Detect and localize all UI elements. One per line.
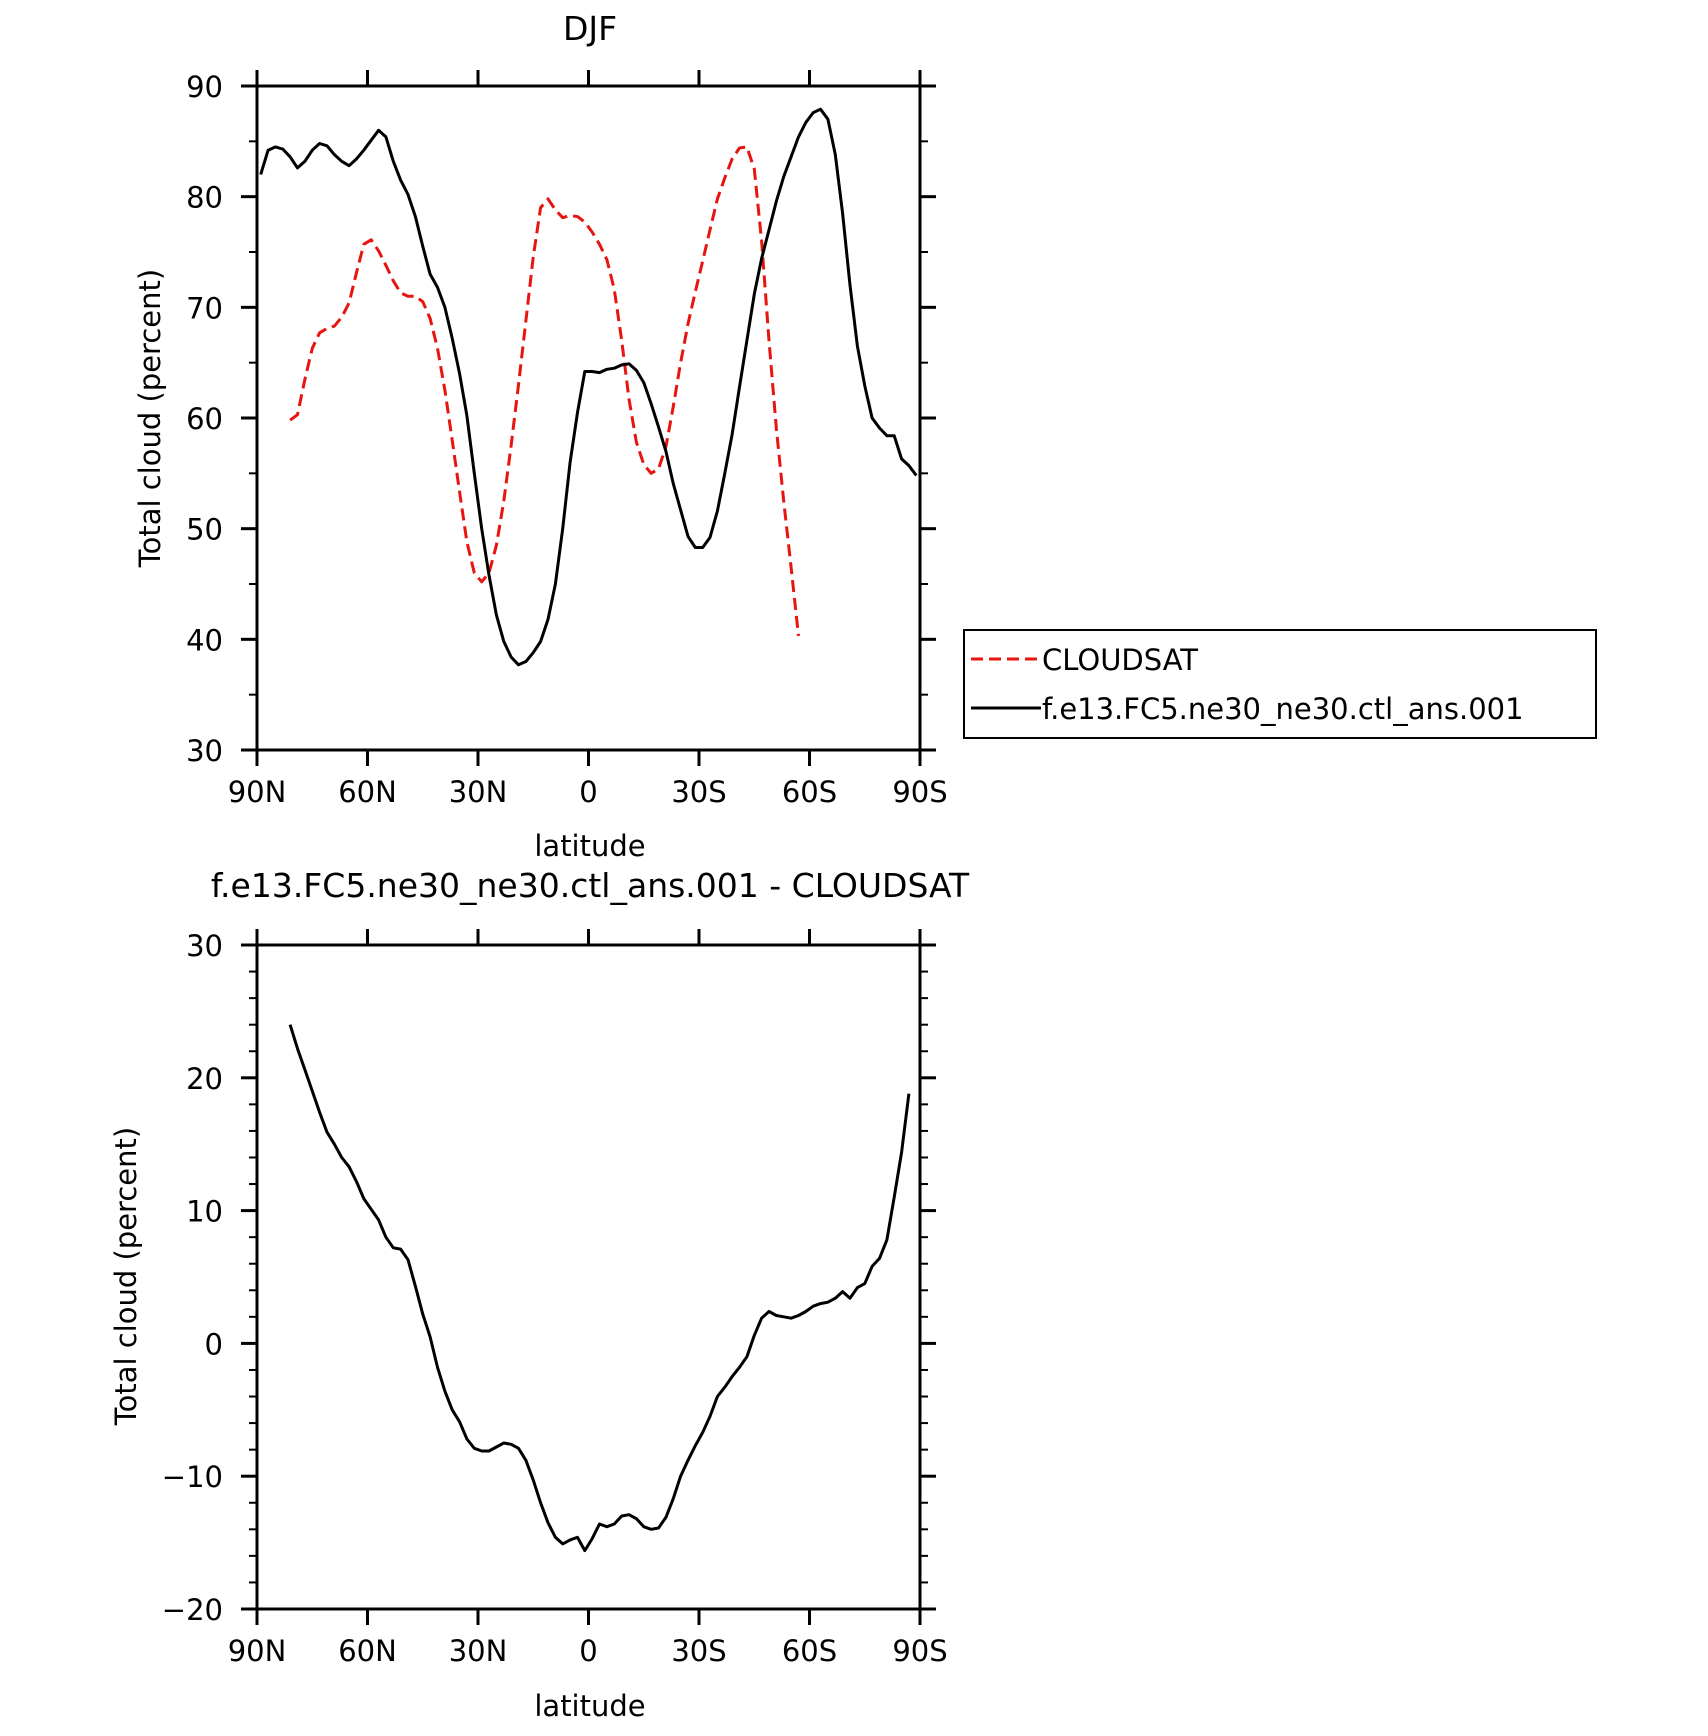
series-group-top xyxy=(259,107,918,667)
legend-label-cloudsat: CLOUDSAT xyxy=(1042,643,1198,677)
x-tick-label: 60N xyxy=(338,1634,397,1668)
x-tick-label: 90N xyxy=(228,1634,287,1668)
y-axis-label-bottom: Total cloud (percent) xyxy=(109,1127,143,1426)
y-tick-label: 60 xyxy=(186,402,223,436)
x-axis-label-bottom: latitude xyxy=(534,1689,645,1723)
x-tick-label: 30S xyxy=(671,1634,726,1668)
x-tick-label: 0 xyxy=(579,775,597,809)
y-tick-label: 30 xyxy=(186,929,223,963)
y-tick-label: −10 xyxy=(162,1460,223,1494)
x-tick-label: 30N xyxy=(449,775,508,809)
x-tick-label: 30S xyxy=(671,775,726,809)
x-axis-bottom: 90N 60N 30N 0 30S 60S 90S xyxy=(228,929,948,1668)
series-line-bottom-0 xyxy=(288,1024,911,1553)
legend-label-model: f.e13.FC5.ne30_ne30.ctl_ans.001 xyxy=(1042,692,1524,726)
legend: CLOUDSAT f.e13.FC5.ne30_ne30.ctl_ans.001 xyxy=(963,629,1597,739)
x-tick-label: 60S xyxy=(782,1634,837,1668)
series-line-top-0 xyxy=(289,145,800,637)
x-tick-label: 30N xyxy=(449,1634,508,1668)
y-tick-label: 70 xyxy=(186,291,223,325)
x-tick-label: 60N xyxy=(338,775,397,809)
chart-panel-top: DJF 30 40 50 60 70 80 90 90N 60N 30N 0 30S 60S 90S l… xyxy=(133,9,1597,863)
legend-box xyxy=(963,629,1597,739)
y-tick-label: 20 xyxy=(186,1062,223,1096)
series-group-bottom xyxy=(288,1024,911,1553)
x-tick-label: 90N xyxy=(228,775,287,809)
x-axis-top: 90N 60N 30N 0 30S 60S 90S xyxy=(228,70,948,809)
chart-title-bottom: f.e13.FC5.ne30_ne30.ctl_ans.001 - CLOUDS… xyxy=(211,866,970,905)
x-tick-label: 90S xyxy=(892,1634,947,1668)
y-tick-label: 40 xyxy=(186,623,223,657)
x-tick-label: 0 xyxy=(579,1634,597,1668)
y-tick-label: 50 xyxy=(186,513,223,547)
y-axis-label-top: Total cloud (percent) xyxy=(133,269,167,568)
series-line-top-1 xyxy=(259,107,918,667)
y-tick-label: 10 xyxy=(186,1195,223,1229)
x-tick-label: 90S xyxy=(892,775,947,809)
y-tick-label: 80 xyxy=(186,181,223,215)
y-axis-top: 30 40 50 60 70 80 90 xyxy=(186,70,936,768)
x-tick-label: 60S xyxy=(782,775,837,809)
y-tick-label: 30 xyxy=(186,734,223,768)
y-axis-bottom: −20 −10 0 10 20 30 xyxy=(162,929,936,1627)
x-axis-label-top: latitude xyxy=(534,829,645,863)
y-tick-label: 90 xyxy=(186,70,223,104)
plot-frame-top xyxy=(255,84,922,752)
plot-frame-bottom xyxy=(255,943,922,1611)
chart-panel-bottom: f.e13.FC5.ne30_ne30.ctl_ans.001 - CLOUDS… xyxy=(109,866,970,1723)
y-tick-label: 0 xyxy=(205,1327,223,1361)
chart-title-top: DJF xyxy=(563,9,617,48)
y-tick-label: −20 xyxy=(162,1593,223,1627)
